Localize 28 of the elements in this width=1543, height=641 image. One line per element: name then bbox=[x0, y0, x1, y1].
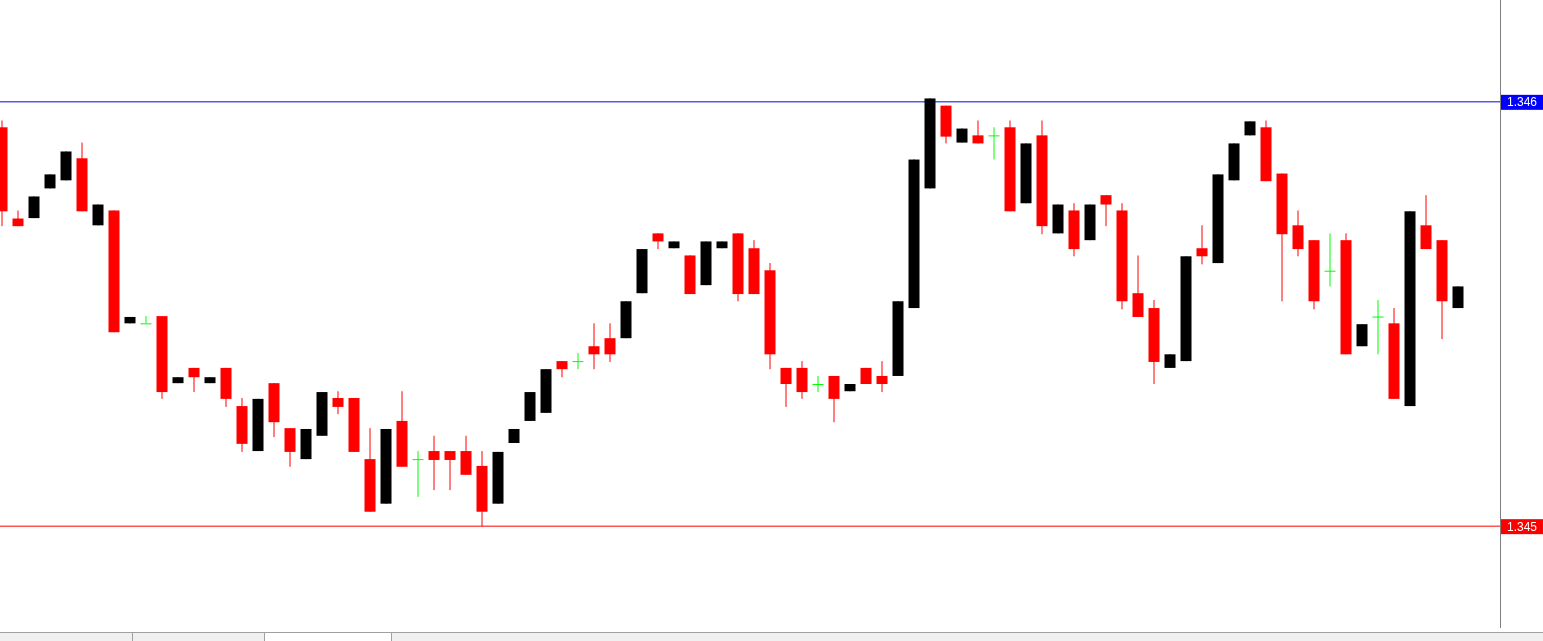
candlestick bbox=[1196, 224, 1208, 265]
candlestick bbox=[812, 375, 824, 393]
candlestick bbox=[1324, 232, 1336, 287]
candlestick bbox=[1420, 194, 1432, 250]
candlestick bbox=[604, 322, 616, 363]
candlestick bbox=[588, 322, 600, 370]
candlestick bbox=[12, 209, 24, 227]
candlestick bbox=[1292, 209, 1304, 257]
candlestick bbox=[332, 390, 344, 415]
candlestick bbox=[1372, 299, 1384, 355]
candlestick bbox=[188, 367, 200, 393]
candlestick bbox=[572, 352, 584, 370]
candlestick bbox=[556, 360, 568, 378]
candlestick bbox=[444, 450, 456, 491]
candlestick bbox=[140, 315, 152, 325]
candlestick bbox=[652, 232, 664, 250]
candlestick bbox=[1132, 254, 1144, 318]
candlestick bbox=[988, 126, 1000, 161]
y-tick-label: 1.346 bbox=[1506, 95, 1538, 110]
candlestick bbox=[428, 435, 440, 491]
candlestick bbox=[780, 367, 792, 408]
candlestick bbox=[876, 360, 888, 393]
candlestick bbox=[1100, 194, 1112, 227]
candlestick bbox=[460, 435, 472, 476]
candlestick bbox=[828, 375, 840, 423]
candlestick bbox=[412, 450, 424, 498]
candlestick bbox=[284, 427, 296, 468]
y-tick-label: 1.345 bbox=[1506, 519, 1538, 534]
